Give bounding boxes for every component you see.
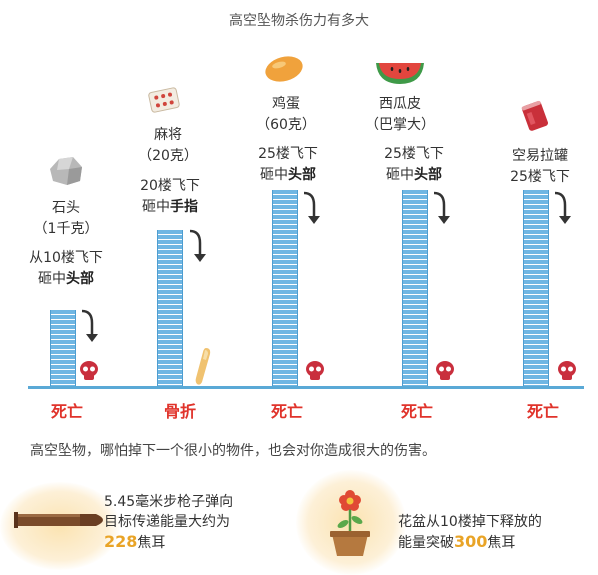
bullet-energy-fact: 5.45毫米步枪子弹向 目标传递能量大约为 228焦耳 [104, 494, 234, 551]
warning-note: 高空坠物，哪怕掉下一个很小的物件，也会对你造成很大的伤害。 [30, 443, 436, 459]
arrow-down-icon [189, 229, 206, 262]
mahjong-tile-icon [148, 87, 180, 113]
height-bar-25f-egg [272, 190, 298, 386]
flowerpot-icon [330, 490, 370, 556]
item-name-egg: 鸡蛋 （60克） [256, 96, 316, 133]
height-bar-10f [50, 310, 76, 386]
item-condition-watermelon: 25楼飞下 砸中头部 [384, 146, 444, 183]
outcome-watermelon: 死亡 [400, 402, 433, 421]
egg-icon [265, 56, 303, 82]
item-condition-rock: 从10楼飞下 砸中头部 [29, 250, 103, 287]
watermelon-icon [376, 63, 424, 84]
bullet-icon [14, 512, 103, 528]
can-icon [521, 100, 548, 131]
finger-icon [195, 348, 211, 385]
arrow-down-icon [303, 191, 320, 224]
height-bar-25f-watermelon [402, 190, 428, 386]
outcome-egg: 死亡 [270, 402, 303, 421]
outcome-rock: 死亡 [50, 402, 83, 421]
arrow-down-icon [433, 191, 450, 224]
outcome-can: 死亡 [526, 402, 559, 421]
item-condition-egg: 25楼飞下 砸中头部 [258, 146, 318, 183]
item-name-rock: 石头 （1千克） [33, 200, 99, 237]
ground-line [28, 386, 584, 389]
skull-icon [436, 361, 454, 380]
item-condition-mahjong: 20楼飞下 砸中手指 [140, 178, 200, 215]
skull-icon [558, 361, 576, 380]
skull-icon [306, 361, 324, 380]
arrow-down-icon [554, 191, 571, 224]
item-condition-can: 空易拉罐 25楼飞下 [510, 148, 570, 185]
flowerpot-energy-fact: 花盆从10楼掉下释放的 能量突破300焦耳 [398, 514, 542, 551]
item-name-watermelon: 西瓜皮 （巴掌大） [365, 96, 435, 133]
item-name-mahjong: 麻将 （20克） [138, 127, 198, 164]
outcome-mahjong: 骨折 [163, 402, 196, 421]
skull-icon [80, 361, 98, 380]
height-bar-25f-can [523, 190, 549, 386]
page-title: 高空坠物杀伤力有多大 [229, 13, 369, 29]
rock-icon [50, 157, 82, 185]
height-bar-20f [157, 230, 183, 386]
arrow-down-icon [81, 309, 98, 342]
